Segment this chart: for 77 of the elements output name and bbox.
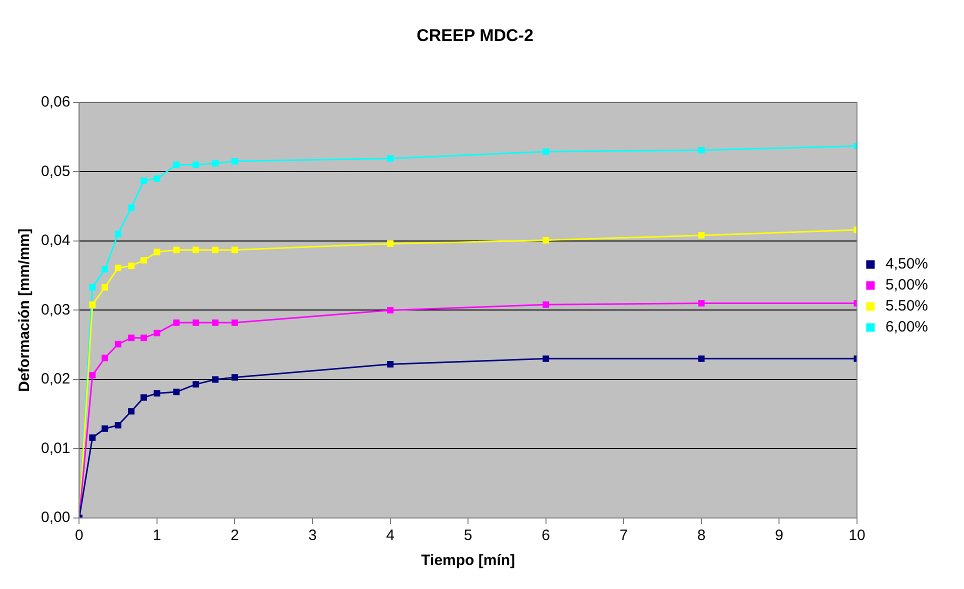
x-axis-title: Tiempo [mín] [421, 552, 516, 570]
x-tick-label: 1 [152, 527, 162, 544]
legend-label: 5.50% [885, 298, 928, 315]
point [89, 301, 96, 308]
point [128, 408, 135, 415]
point [102, 266, 108, 273]
y-tick-label: 0,04 [40, 232, 70, 250]
point [154, 330, 160, 336]
y-axis-title: Deformación [mm/mm] [16, 228, 34, 392]
point [89, 434, 96, 441]
point [192, 162, 200, 168]
chart-title: CREEP MDC-2 [416, 26, 534, 45]
point [102, 425, 108, 432]
point [154, 248, 160, 256]
point [140, 394, 147, 401]
legend-label: 4,50% [885, 256, 928, 273]
point [232, 246, 238, 254]
point [173, 319, 180, 326]
x-tick-label: 4 [386, 527, 394, 544]
y-tick-label: 0,03 [40, 301, 70, 318]
x-tick-label: 0 [75, 527, 84, 544]
point [140, 334, 147, 342]
legend-label: 6,00% [885, 318, 928, 336]
point [212, 246, 219, 254]
point [154, 390, 160, 397]
point [173, 246, 180, 254]
point [140, 257, 147, 264]
point [212, 376, 219, 383]
point [542, 355, 550, 362]
point [128, 204, 135, 211]
x-tick-label: 5 [464, 527, 472, 544]
point [387, 361, 394, 368]
point [542, 237, 550, 244]
y-tick-label: 0,05 [40, 162, 70, 180]
x-tick-label: 3 [308, 527, 317, 544]
point [698, 232, 705, 239]
point [192, 381, 200, 388]
x-tick-label: 6 [542, 527, 550, 544]
y-tick-label: 0,02 [40, 370, 70, 388]
point [192, 319, 200, 326]
x-tick-label: 8 [697, 527, 706, 544]
point [387, 155, 394, 162]
point [173, 388, 180, 396]
point [114, 340, 122, 348]
point [212, 319, 219, 326]
x-tick-label: 9 [775, 527, 784, 544]
y-tick-label: 0,06 [40, 94, 70, 111]
point [387, 306, 394, 314]
point [212, 160, 219, 167]
point [154, 175, 160, 182]
point [232, 158, 238, 164]
point [173, 162, 180, 168]
x-tick-label: 7 [619, 527, 628, 544]
point [542, 301, 550, 308]
point [114, 422, 122, 428]
legend-label: 5,00% [885, 276, 928, 294]
point [114, 264, 122, 272]
point [128, 334, 135, 342]
point [128, 262, 135, 270]
point [192, 246, 200, 254]
point [698, 300, 705, 306]
y-tick-label: 0,01 [40, 440, 70, 457]
x-tick-label: 10 [848, 527, 866, 544]
x-tick-label: 2 [230, 527, 239, 544]
point [698, 355, 705, 362]
point [232, 374, 238, 381]
point [114, 230, 122, 238]
point [140, 177, 147, 184]
point [698, 146, 705, 154]
point [89, 372, 96, 379]
point [542, 148, 550, 155]
point [89, 284, 96, 291]
y-tick-label: 0,00 [40, 509, 70, 526]
point [387, 240, 394, 247]
point [232, 319, 238, 326]
point [102, 354, 108, 362]
point [102, 284, 108, 291]
